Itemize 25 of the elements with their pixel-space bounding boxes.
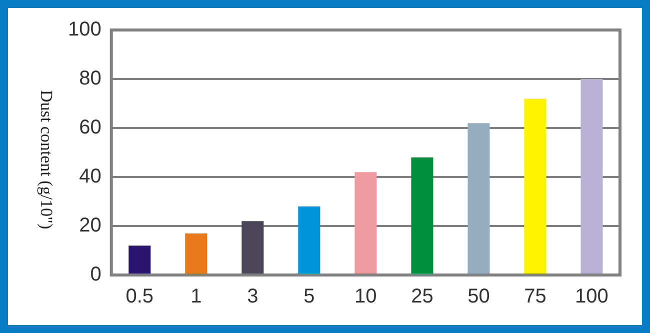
y-tick-label: 80 xyxy=(79,68,102,90)
x-tick-label: 0.5 xyxy=(126,286,154,308)
x-tick-label: 10 xyxy=(354,286,377,308)
x-tick-label: 25 xyxy=(411,286,434,308)
y-tick-label: 20 xyxy=(79,214,102,237)
y-tick-label: 100 xyxy=(68,18,102,41)
bar xyxy=(242,221,264,274)
y-tick-label: 60 xyxy=(79,116,102,139)
x-tick-label: 1 xyxy=(190,286,202,308)
x-tick-label: 100 xyxy=(575,286,608,308)
bar xyxy=(468,123,490,274)
y-tick-label: 0 xyxy=(90,264,102,286)
bar xyxy=(298,206,320,274)
bar xyxy=(354,172,377,274)
bar xyxy=(185,233,208,274)
bar xyxy=(411,157,434,274)
y-axis-title: Dust content (g/10") xyxy=(36,89,56,232)
y-tick-label: 40 xyxy=(79,166,102,188)
x-tick-label: 5 xyxy=(304,286,315,308)
bar xyxy=(524,98,546,274)
bar xyxy=(580,79,603,274)
x-tick-label: 50 xyxy=(468,286,490,308)
x-tick-label: 75 xyxy=(524,286,546,308)
bar xyxy=(128,246,151,274)
x-tick-label: 3 xyxy=(247,286,258,308)
